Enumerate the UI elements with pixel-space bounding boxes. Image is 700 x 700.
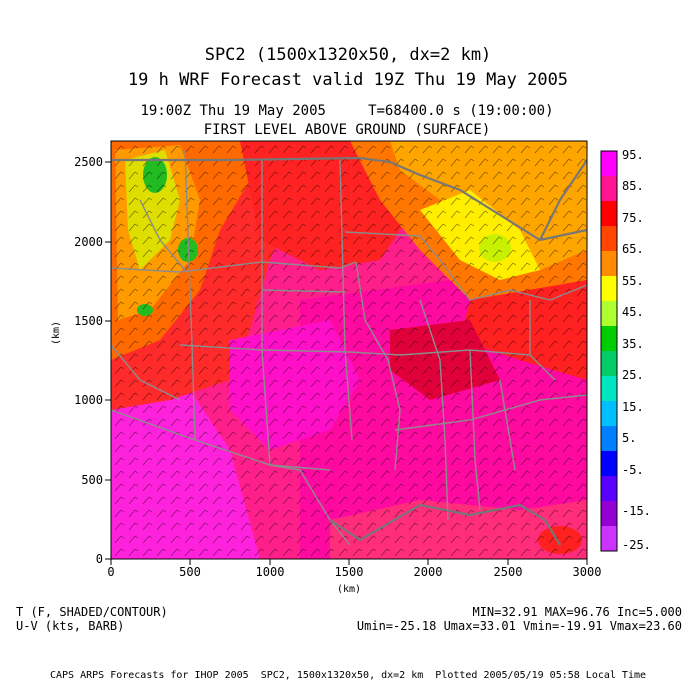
colorbar (600, 150, 618, 552)
x-axis-label: (km) (336, 584, 362, 595)
colorbar-swatch (601, 501, 617, 526)
wind-stats: Umin=-25.18 Umax=33.01 Vmin=-19.91 Vmax=… (356, 619, 682, 633)
colorbar-label: 25. (622, 368, 644, 382)
x-tick-label: 2500 (493, 565, 523, 579)
colorbar-swatch (601, 226, 617, 251)
colorbar-label: -25. (622, 538, 651, 552)
colorbar-label: 15. (622, 400, 644, 414)
international-borders (111, 156, 587, 546)
state-boundaries (111, 149, 587, 546)
colorbar-swatch (601, 351, 617, 376)
colorbar-label: 55. (622, 274, 644, 288)
min-max-stats: MIN=32.91 MAX=96.76 Inc=5.000 (472, 605, 682, 619)
colorbar-swatch (601, 476, 617, 501)
colorbar-label: 95. (622, 148, 644, 162)
y-tick-label: 2000 (74, 235, 103, 249)
y-tick-label: 500 (81, 473, 103, 487)
plot-credit-line: CAPS ARPS Forecasts for IHOP 2005 SPC2, … (49, 670, 647, 681)
colorbar-swatch (601, 526, 617, 551)
colorbar-label: 35. (622, 337, 644, 351)
title-line-1: SPC2 (1500x1320x50, dx=2 km) (204, 45, 492, 65)
level-line: FIRST LEVEL ABOVE GROUND (SURFACE) (203, 122, 491, 138)
colorbar-label: 85. (622, 179, 644, 193)
colorbar-swatch (601, 326, 617, 351)
colorbar-label: 5. (622, 431, 637, 445)
y-tick-label: 2500 (74, 155, 103, 169)
colorbar-swatch (601, 451, 617, 476)
field-legend-wind: U-V (kts, BARB) (16, 619, 125, 633)
colorbar-swatch (601, 201, 617, 226)
title-line-2: 19 h WRF Forecast valid 19Z Thu 19 May 2… (127, 70, 569, 90)
y-tick-label: 1500 (74, 314, 103, 328)
x-tick-label: 500 (179, 565, 201, 579)
valid-time-line: 19:00Z Thu 19 May 2005 T=68400.0 s (19:0… (140, 103, 554, 119)
colorbar-label: -15. (622, 504, 651, 518)
colorbar-label: -5. (622, 463, 644, 477)
colorbar-label: 45. (622, 305, 644, 319)
colorbar-swatch (601, 376, 617, 401)
x-tick-label: 3000 (572, 565, 602, 579)
x-tick-label: 1000 (255, 565, 285, 579)
colorbar-label: 65. (622, 242, 644, 256)
axis-ticks (105, 161, 588, 565)
x-tick-label: 0 (107, 565, 115, 579)
x-tick-label: 2000 (413, 565, 443, 579)
colorbar-swatch (601, 176, 617, 201)
y-tick-label: 1000 (74, 393, 103, 407)
colorbar-swatch (601, 301, 617, 326)
y-tick-label: 0 (95, 552, 103, 566)
colorbar-swatch (601, 276, 617, 301)
colorbar-swatch (601, 151, 617, 176)
colorbar-swatch (601, 251, 617, 276)
field-legend-temperature: T (F, SHADED/CONTOUR) (16, 605, 168, 619)
wind-barbs-overlay (111, 141, 587, 559)
colorbar-label: 75. (622, 211, 644, 225)
colorbar-swatch (601, 401, 617, 426)
x-tick-label: 1500 (334, 565, 364, 579)
y-axis-label: (km) (51, 320, 62, 345)
temperature-shading (111, 141, 587, 559)
colorbar-frame (600, 150, 618, 552)
colorbar-swatch (601, 426, 617, 451)
